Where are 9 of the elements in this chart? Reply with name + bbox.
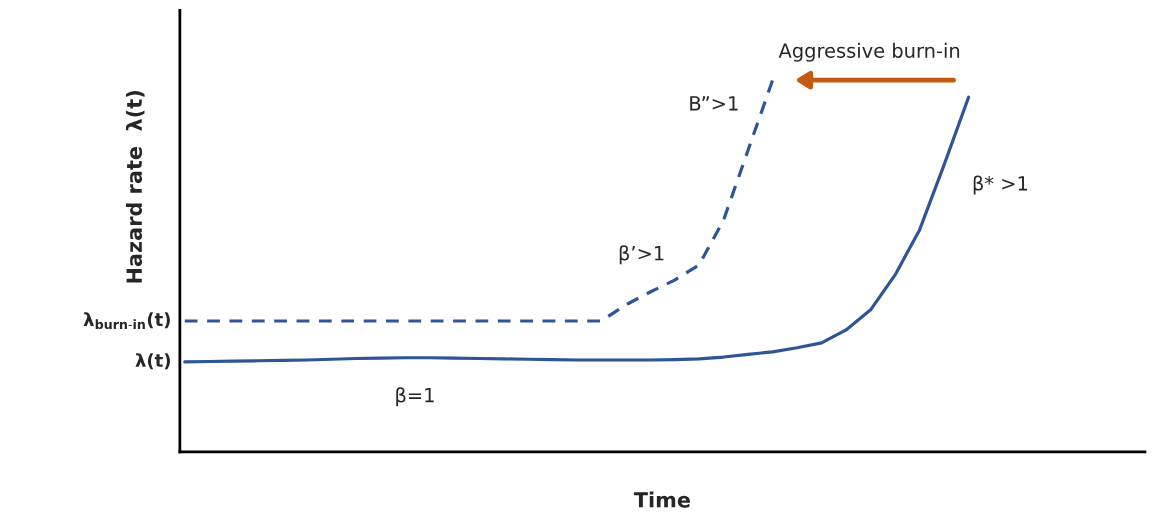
y-axis-title: Hazard rate λ(t): [125, 91, 145, 283]
annotation: B”>1: [690, 96, 738, 111]
annotation: β=1: [396, 387, 434, 407]
text: λ$_{burn-in}$(t): [83, 312, 170, 330]
text: λ(t): [135, 353, 170, 370]
annotation: β* >1: [973, 175, 1028, 195]
x-axis-title: Time: [633, 491, 690, 508]
annotation: β’>1: [619, 245, 664, 265]
text: Aggressive burn-in: [778, 42, 960, 62]
